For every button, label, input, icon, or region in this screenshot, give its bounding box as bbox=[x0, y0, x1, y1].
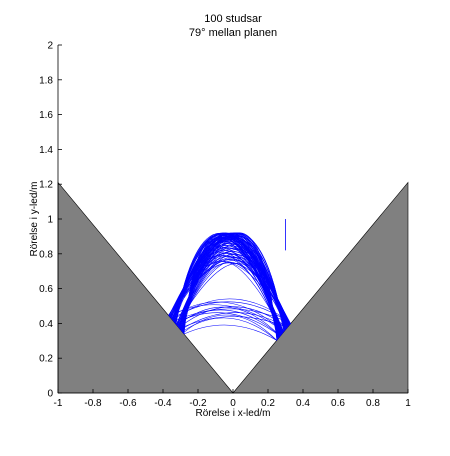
bounce-arc bbox=[173, 298, 291, 324]
x-tick-label: -1 bbox=[54, 398, 63, 409]
y-tick-label: 1.6 bbox=[39, 110, 53, 121]
x-tick-label: 0.4 bbox=[296, 398, 310, 409]
bounce-arc bbox=[182, 235, 283, 334]
bounce-arc bbox=[180, 306, 288, 328]
bounce-arc bbox=[177, 253, 279, 339]
bounce-arc bbox=[172, 247, 289, 328]
x-tick-label: 1 bbox=[405, 398, 411, 409]
x-tick-label: 0.2 bbox=[261, 398, 275, 409]
y-tick-label: 1.8 bbox=[39, 75, 53, 86]
trajectory bbox=[168, 219, 291, 341]
bounce-arc bbox=[170, 259, 286, 330]
bounce-arc bbox=[178, 237, 280, 338]
bounce-arc bbox=[176, 306, 281, 337]
y-tick-label: 0.6 bbox=[39, 284, 53, 295]
x-tick-label: 0.6 bbox=[331, 398, 345, 409]
bounce-arc bbox=[183, 314, 277, 341]
y-tick-label: 0.2 bbox=[39, 354, 53, 365]
bounce-arc bbox=[180, 312, 288, 331]
chart-title: 100 studsar bbox=[204, 13, 262, 25]
x-tick-label: -0.8 bbox=[84, 398, 102, 409]
y-tick-label: 1 bbox=[47, 215, 53, 226]
bounce-arc bbox=[175, 232, 291, 325]
bounce-arc bbox=[180, 316, 288, 329]
x-tick-label: 0 bbox=[230, 398, 236, 409]
x-tick-label: -0.4 bbox=[154, 398, 172, 409]
chart-subtitle: 79° mellan planen bbox=[189, 27, 277, 39]
axis-ticks: -1 -0.8 -0.6 -0.4 -0.2 0 0.2 0.4 0.6 0.8 1 0 0.2 0.4 0… bbox=[39, 41, 411, 410]
y-tick-label: 0 bbox=[47, 389, 53, 400]
x-axis-label: Rörelse i x-led/m bbox=[195, 408, 270, 419]
y-tick-label: 2 bbox=[47, 41, 53, 52]
bounce-arc bbox=[183, 324, 277, 341]
x-tick-label: -0.6 bbox=[119, 398, 137, 409]
bounce-arc bbox=[168, 257, 285, 332]
y-tick-label: 1.2 bbox=[39, 180, 53, 191]
y-axis-label: Rörelse i y-led/m bbox=[29, 181, 40, 256]
bounce-arc bbox=[173, 308, 291, 324]
bounce-arc bbox=[182, 260, 284, 334]
bounce-arc bbox=[169, 248, 286, 331]
bounce-arc bbox=[183, 234, 284, 334]
bounce-arc bbox=[169, 301, 284, 333]
y-tick-label: 0.8 bbox=[39, 249, 53, 260]
bounce-arc bbox=[168, 232, 285, 332]
x-tick-label: -0.2 bbox=[189, 398, 207, 409]
y-tick-label: 0.4 bbox=[39, 319, 53, 330]
y-tick-label: 1.4 bbox=[39, 145, 53, 156]
bounce-arc bbox=[179, 261, 281, 337]
bounce-arc bbox=[182, 232, 283, 334]
x-tick-label: 0.8 bbox=[366, 398, 380, 409]
plot-area bbox=[57, 181, 409, 394]
